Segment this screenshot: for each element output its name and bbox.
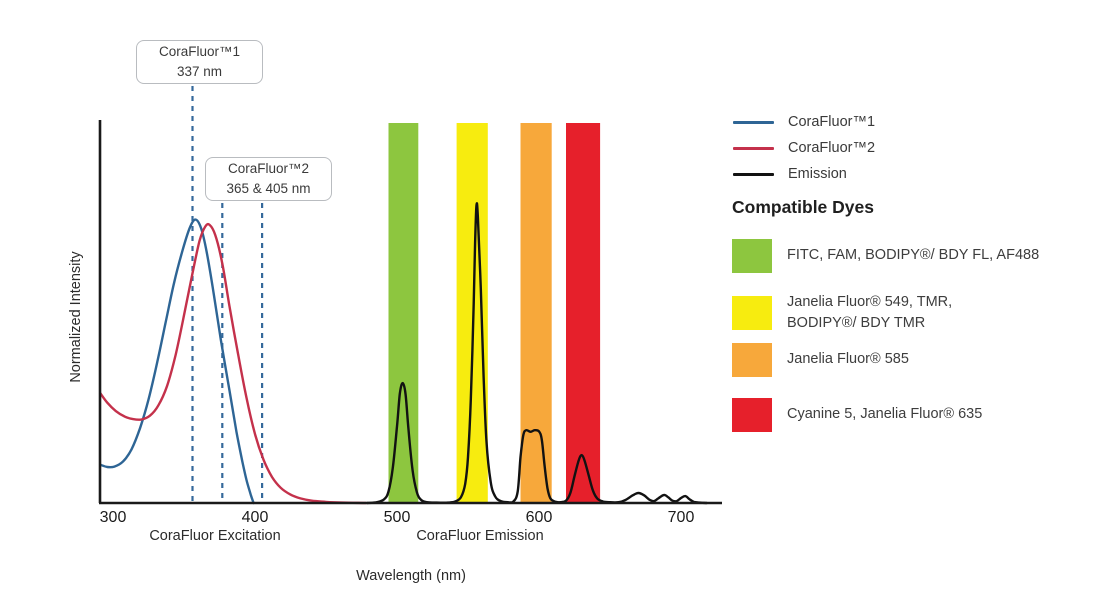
- callout-corafluor1-value: 337 nm: [176, 64, 223, 79]
- callout-corafluor2-title: CoraFluor™2: [227, 161, 310, 177]
- filter-band: [520, 123, 552, 503]
- excitation-region-label: CoraFluor Excitation: [149, 528, 281, 544]
- dye-row-yellow: Janelia Fluor® 549, TMR, BODIPY®/ BDY TM…: [732, 292, 952, 334]
- legend-line-swatch-blue: [733, 120, 774, 124]
- x-tick-label: 400: [242, 509, 269, 526]
- filter-band: [456, 123, 488, 503]
- dye-row-orange: Janelia Fluor® 585: [732, 343, 909, 377]
- x-tick-label: 300: [100, 509, 127, 526]
- dye-label: Janelia Fluor® 549, TMR, BODIPY®/ BDY TM…: [787, 294, 953, 332]
- series-corafluor-2: [99, 222, 367, 505]
- compatible-dyes-heading: Compatible Dyes: [732, 197, 874, 217]
- dye-label: FITC, FAM, BODIPY®/ BDY FL, AF488: [787, 247, 1040, 264]
- x-tick-label: 500: [384, 509, 411, 526]
- legend-item-corafluor2: CoraFluor™2: [733, 135, 875, 161]
- filter-band: [566, 123, 601, 503]
- dye-swatch-green: [732, 239, 772, 273]
- legend-item-label: CoraFluor™1: [788, 114, 876, 130]
- filter-band: [388, 123, 419, 503]
- legend-item-corafluor1: CoraFluor™1: [733, 109, 875, 135]
- callout-corafluor1-title: CoraFluor™1: [158, 44, 241, 60]
- legend-line-swatch-black: [733, 172, 774, 176]
- series-corafluor-1: [99, 218, 255, 505]
- x-tick-label: 700: [668, 509, 695, 526]
- dye-label: Janelia Fluor® 585: [787, 351, 909, 368]
- dye-swatch-yellow: [732, 296, 772, 331]
- legend-line-swatch-red: [733, 146, 774, 150]
- dye-swatch-orange: [732, 343, 772, 377]
- callout-corafluor2-value: 365 & 405 nm: [226, 181, 311, 196]
- legend-item-label: Emission: [788, 166, 847, 182]
- callout-corafluor2: CoraFluor™2 365 & 405 nm: [205, 157, 332, 201]
- emission-region-label: CoraFluor Emission: [416, 528, 544, 544]
- y-axis-label: Normalized Intensity: [68, 251, 84, 383]
- dye-row-red: Cyanine 5, Janelia Fluor® 635: [732, 398, 982, 432]
- series-emission: [366, 202, 708, 505]
- legend: CoraFluor™1 CoraFluor™2 Emission: [733, 109, 875, 187]
- dye-label: Cyanine 5, Janelia Fluor® 635: [787, 406, 983, 423]
- dye-swatch-red: [732, 398, 772, 432]
- x-axis-label: Wavelength (nm): [356, 568, 466, 584]
- legend-item-emission: Emission: [733, 161, 875, 187]
- callout-corafluor1: CoraFluor™1 337 nm: [136, 40, 263, 84]
- dye-row-green: FITC, FAM, BODIPY®/ BDY FL, AF488: [732, 239, 1039, 273]
- legend-item-label: CoraFluor™2: [788, 140, 876, 156]
- x-tick-label: 600: [526, 509, 553, 526]
